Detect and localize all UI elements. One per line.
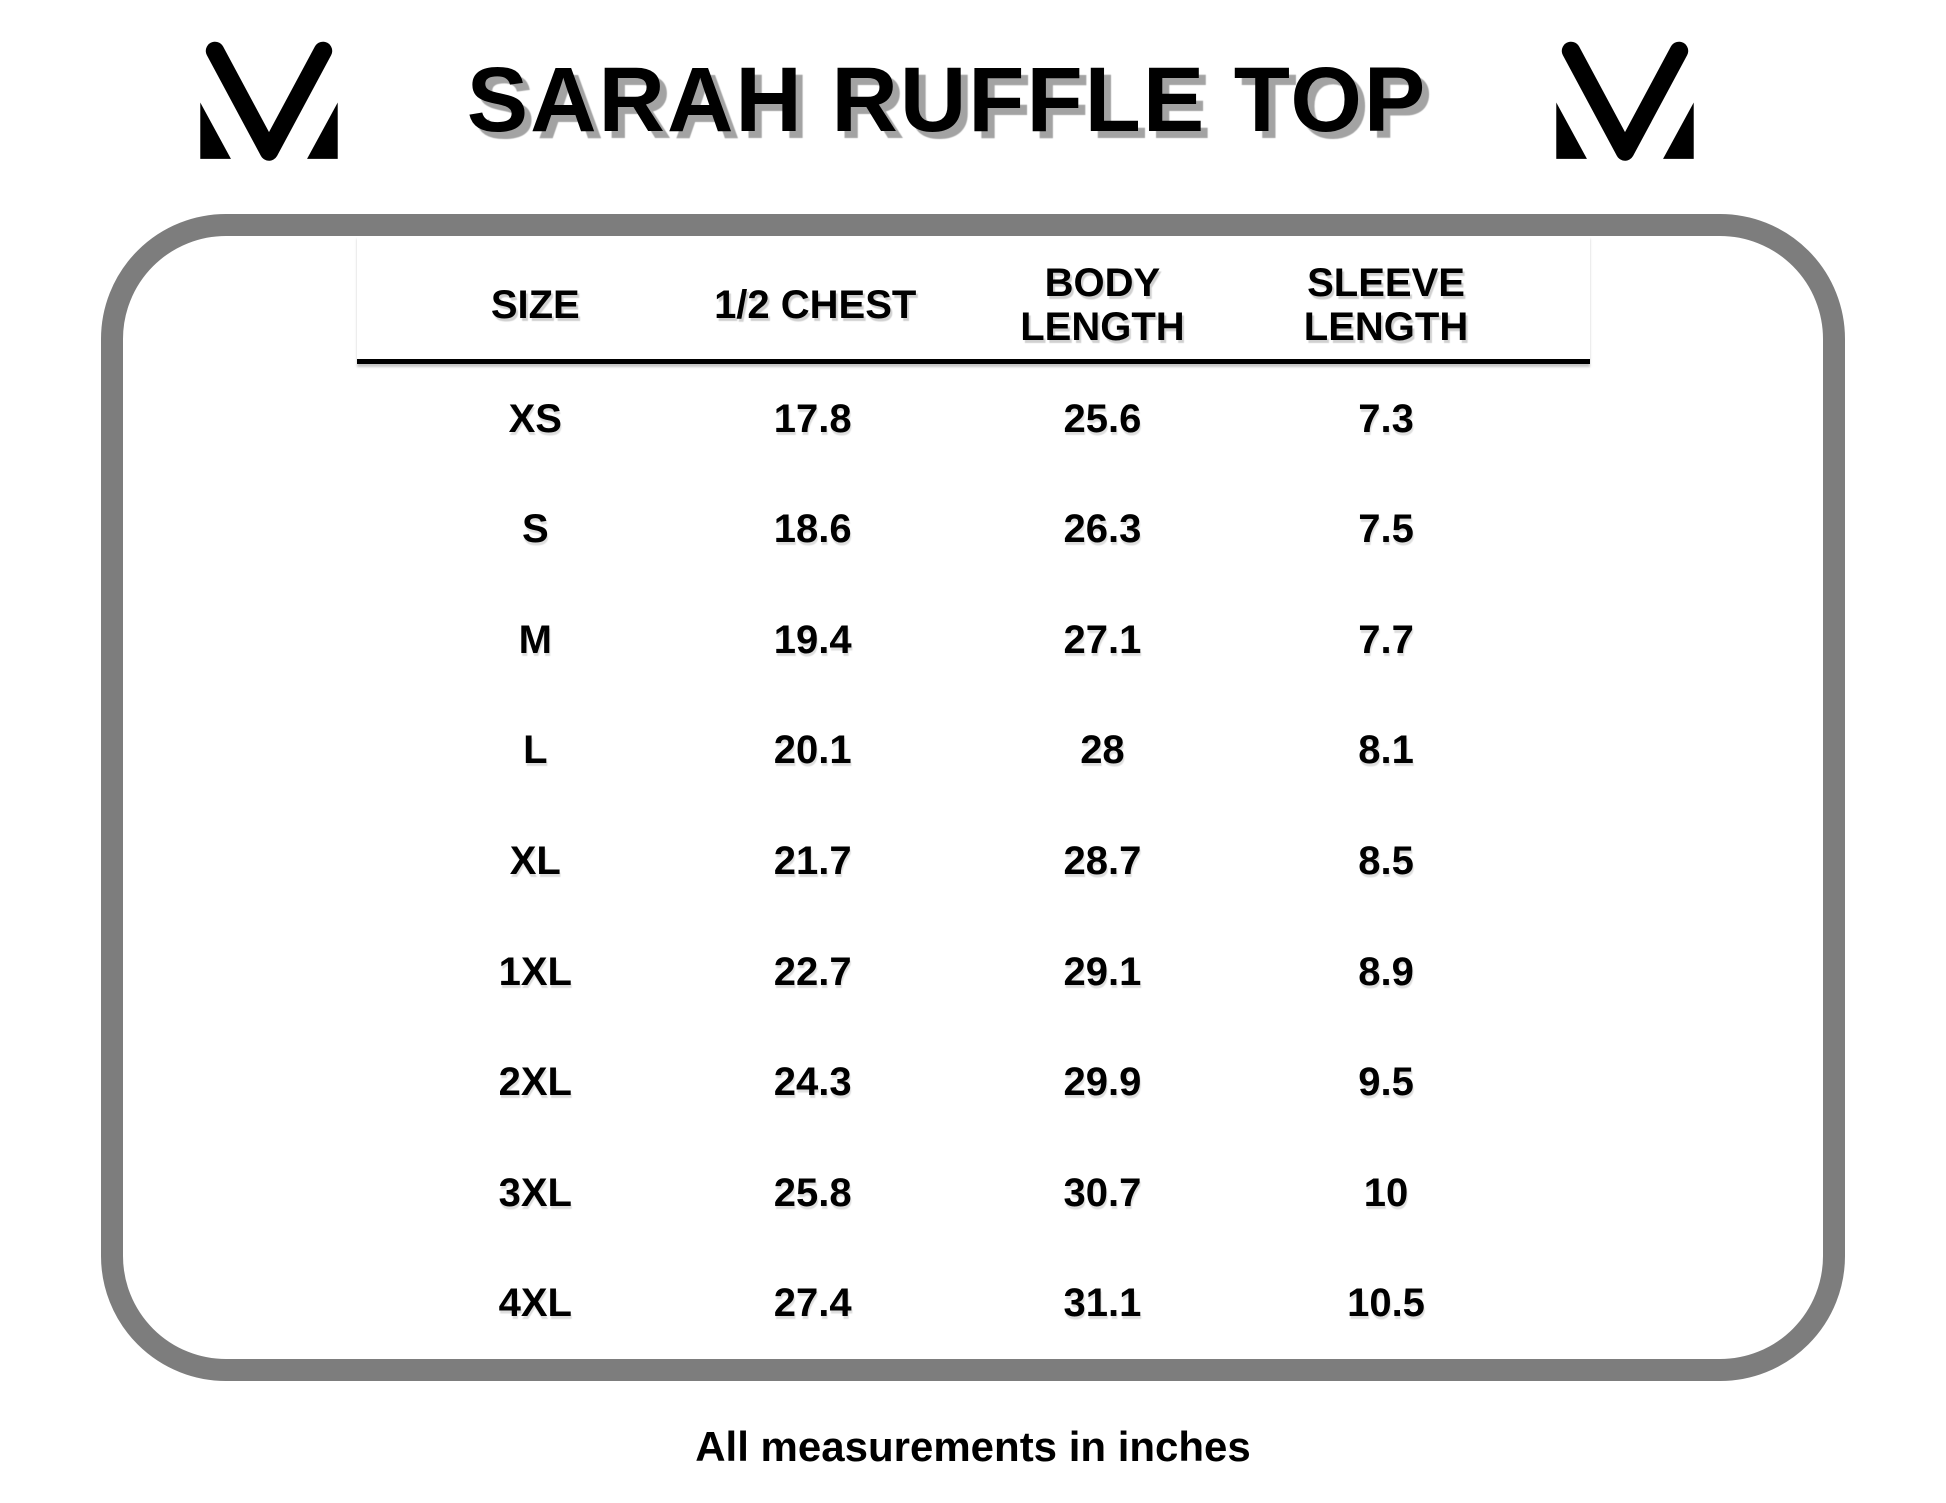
size-table: SIZE 1/2 CHEST BODY LENGTH SLEEVE LENGTH… <box>356 236 1590 1359</box>
size-label: 1XL <box>498 949 572 994</box>
table-row: 3XL 25.8 30.7 10 <box>357 1138 1590 1249</box>
sleeve-length-value: 10.5 <box>1347 1281 1425 1326</box>
column-header-sleeve-length: SLEEVE LENGTH <box>1294 261 1479 349</box>
brand-logo-icon-left <box>200 41 338 161</box>
body-length-value: 29.9 <box>1063 1060 1142 1105</box>
sleeve-length-value: 10 <box>1363 1170 1409 1215</box>
column-header-sleeve-length-line1: SLEEVE <box>1307 261 1465 305</box>
half-chest-value: 27.4 <box>773 1281 852 1326</box>
half-chest-value: 18.6 <box>773 507 852 552</box>
size-label: XS <box>508 396 562 441</box>
half-chest-value: 25.8 <box>773 1170 852 1215</box>
sleeve-length-value: 7.5 <box>1358 507 1414 552</box>
body-length-value: 28.7 <box>1063 838 1142 883</box>
table-row: 1XL 22.7 29.1 8.9 <box>357 917 1590 1028</box>
body-length-value: 29.1 <box>1063 949 1142 994</box>
size-label: 2XL <box>498 1060 572 1105</box>
body-length-value: 25.6 <box>1063 396 1142 441</box>
column-header-size-label: SIZE <box>490 283 580 327</box>
body-length-value: 28 <box>1080 728 1125 773</box>
size-table-body: XS 17.8 25.6 7.3 S 18.6 26.3 7.5 M 19. <box>357 364 1590 1359</box>
body-length-value: 31.1 <box>1063 1281 1142 1326</box>
table-row: S 18.6 26.3 7.5 <box>357 475 1590 586</box>
sleeve-length-value: 9.5 <box>1358 1060 1414 1105</box>
sleeve-length-value: 7.7 <box>1358 617 1414 662</box>
size-table-header: SIZE 1/2 CHEST BODY LENGTH SLEEVE LENGTH <box>356 236 1590 364</box>
column-header-body-length-line2: LENGTH <box>1020 305 1185 349</box>
sleeve-length-value: 8.9 <box>1358 949 1414 994</box>
table-row: XS 17.8 25.6 7.3 <box>357 364 1590 475</box>
size-label: XL <box>509 838 561 883</box>
table-row: M 19.4 27.1 7.7 <box>357 585 1590 696</box>
body-length-value: 30.7 <box>1063 1170 1142 1215</box>
title-row: SARAH RUFFLE TOP <box>0 0 1946 168</box>
page-title: SARAH RUFFLE TOP <box>466 48 1428 151</box>
column-header-size: SIZE <box>357 283 715 327</box>
column-header-body-length: BODY LENGTH <box>911 261 1293 349</box>
size-chart-card: SIZE 1/2 CHEST BODY LENGTH SLEEVE LENGTH… <box>101 214 1845 1381</box>
table-row: L 20.1 28 8.1 <box>357 696 1590 807</box>
sleeve-length-value: 7.3 <box>1358 396 1414 441</box>
size-label: M <box>518 617 552 662</box>
table-row: 2XL 24.3 29.9 9.5 <box>357 1027 1590 1138</box>
column-header-half-chest-label: 1/2 CHEST <box>714 283 917 327</box>
table-row: 4XL 27.4 31.1 10.5 <box>357 1248 1590 1359</box>
column-header-half-chest: 1/2 CHEST <box>714 283 916 327</box>
half-chest-value: 22.7 <box>773 949 852 994</box>
body-length-value: 26.3 <box>1063 507 1142 552</box>
size-label: 3XL <box>498 1170 572 1215</box>
body-length-value: 27.1 <box>1063 617 1142 662</box>
sleeve-length-value: 8.5 <box>1358 838 1414 883</box>
half-chest-value: 21.7 <box>773 838 852 883</box>
column-header-sleeve-length-line2: LENGTH <box>1303 305 1469 349</box>
half-chest-value: 19.4 <box>773 617 852 662</box>
size-label: 4XL <box>498 1281 572 1326</box>
footer-note: All measurements in inches <box>695 1423 1251 1470</box>
brand-logo-icon-right <box>1556 41 1694 161</box>
half-chest-value: 17.8 <box>773 396 852 441</box>
half-chest-value: 20.1 <box>773 728 852 773</box>
sleeve-length-value: 8.1 <box>1358 728 1414 773</box>
table-row: XL 21.7 28.7 8.5 <box>357 806 1590 917</box>
half-chest-value: 24.3 <box>773 1060 852 1105</box>
size-label: S <box>521 507 549 552</box>
size-label: L <box>523 728 548 773</box>
column-header-body-length-line1: BODY <box>1044 261 1161 305</box>
